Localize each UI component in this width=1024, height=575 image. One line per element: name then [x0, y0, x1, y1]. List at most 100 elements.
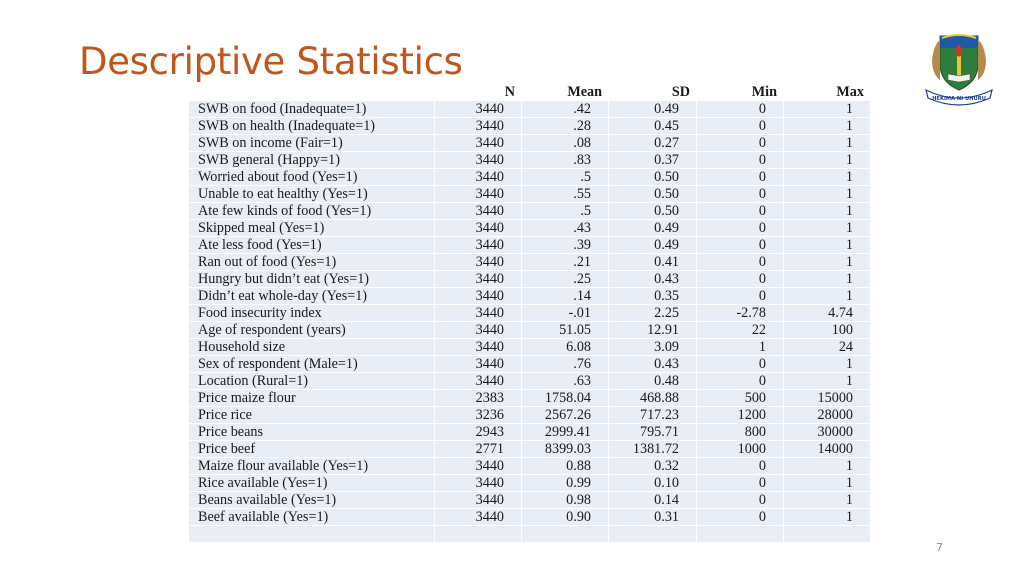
cell-sd: 0.45 [609, 118, 697, 135]
cell-sd: 0.49 [609, 101, 697, 118]
cell-min: 0 [697, 203, 784, 220]
table-header-row: N Mean SD Min Max [189, 84, 871, 101]
cell-mean: .42 [522, 101, 609, 118]
cell-mean: -.01 [522, 305, 609, 322]
cell-max: 4.74 [784, 305, 871, 322]
cell-n: 2383 [435, 390, 522, 407]
empty-cell [697, 526, 784, 543]
cell-n: 3440 [435, 271, 522, 288]
empty-cell [189, 526, 435, 543]
cell-sd: 1381.72 [609, 441, 697, 458]
row-label: Didn’t eat whole-day (Yes=1) [189, 288, 435, 305]
cell-n: 2943 [435, 424, 522, 441]
cell-sd: 0.50 [609, 203, 697, 220]
cell-sd: 0.43 [609, 271, 697, 288]
cell-mean: .5 [522, 203, 609, 220]
cell-max: 1 [784, 169, 871, 186]
cell-n: 3440 [435, 186, 522, 203]
table-row: Sex of respondent (Male=1) 3440.76 0.43 0 1 [189, 356, 871, 373]
cell-min: 0 [697, 237, 784, 254]
cell-n: 2771 [435, 441, 522, 458]
table-row: Maize flour available (Yes=1) 3440 0.88 0.3… [189, 458, 871, 475]
table-row: Ate less food (Yes=1) 3440.39 0.49 0 1 [189, 237, 871, 254]
cell-mean: .21 [522, 254, 609, 271]
table-row: Ran out of food (Yes=1) 3440.21 0.41 0 1 [189, 254, 871, 271]
row-label: Price beef [189, 441, 435, 458]
logo-motto: HEKIMA NI UHURU [932, 96, 986, 102]
cell-n: 3440 [435, 203, 522, 220]
table-row: Food insecurity index 3440 -.01 2.25 -2.78 4.… [189, 305, 871, 322]
cell-max: 1 [784, 475, 871, 492]
table-row: Price beef 2771 8399.03 1381.72 1000 14000 [189, 441, 871, 458]
cell-max: 1 [784, 492, 871, 509]
cell-mean: 0.98 [522, 492, 609, 509]
cell-sd: 0.49 [609, 237, 697, 254]
cell-min: 0 [697, 271, 784, 288]
table-row: SWB on income (Fair=1) 3440.08 0.27 0 1 [189, 135, 871, 152]
cell-mean: .28 [522, 118, 609, 135]
cell-max: 30000 [784, 424, 871, 441]
table-row: SWB on health (Inadequate=1) 3440.28 0.45 0… [189, 118, 871, 135]
cell-sd: 0.14 [609, 492, 697, 509]
table-row: Location (Rural=1) 3440.63 0.48 0 1 [189, 373, 871, 390]
table-empty-row [189, 526, 871, 543]
cell-sd: 0.49 [609, 220, 697, 237]
cell-sd: 0.41 [609, 254, 697, 271]
cell-sd: 795.71 [609, 424, 697, 441]
cell-min: 0 [697, 509, 784, 526]
cell-sd: 0.10 [609, 475, 697, 492]
row-label: Sex of respondent (Male=1) [189, 356, 435, 373]
row-label: SWB on food (Inadequate=1) [189, 101, 435, 118]
cell-mean: 2567.26 [522, 407, 609, 424]
table-row: Price beans 2943 2999.41 795.71 800 30000 [189, 424, 871, 441]
cell-min: 0 [697, 101, 784, 118]
cell-n: 3440 [435, 475, 522, 492]
row-label: Ate less food (Yes=1) [189, 237, 435, 254]
empty-cell [435, 526, 522, 543]
cell-sd: 0.37 [609, 152, 697, 169]
cell-max: 14000 [784, 441, 871, 458]
cell-mean: .25 [522, 271, 609, 288]
empty-cell [784, 526, 871, 543]
row-label: SWB general (Happy=1) [189, 152, 435, 169]
header-mean: Mean [522, 84, 609, 101]
cell-max: 1 [784, 356, 871, 373]
cell-min: 0 [697, 458, 784, 475]
cell-sd: 0.27 [609, 135, 697, 152]
row-label: Location (Rural=1) [189, 373, 435, 390]
cell-max: 1 [784, 509, 871, 526]
cell-n: 3440 [435, 305, 522, 322]
descriptive-statistics-table: N Mean SD Min Max SWB on food (Inadequat… [189, 84, 871, 543]
table-row: Household size 3440 6.08 3.09 1 24 [189, 339, 871, 356]
row-label: Price rice [189, 407, 435, 424]
cell-sd: 3.09 [609, 339, 697, 356]
cell-max: 100 [784, 322, 871, 339]
table-row: Skipped meal (Yes=1) 3440.43 0.49 0 1 [189, 220, 871, 237]
table-row: Beef available (Yes=1) 3440 0.90 0.31 0 1 [189, 509, 871, 526]
cell-min: 0 [697, 373, 784, 390]
cell-mean: .76 [522, 356, 609, 373]
table-row: Age of respondent (years) 3440 51.05 12.91 2… [189, 322, 871, 339]
cell-max: 1 [784, 101, 871, 118]
cell-n: 3440 [435, 356, 522, 373]
cell-mean: .55 [522, 186, 609, 203]
row-label: Ran out of food (Yes=1) [189, 254, 435, 271]
cell-n: 3440 [435, 373, 522, 390]
cell-sd: 717.23 [609, 407, 697, 424]
cell-n: 3440 [435, 237, 522, 254]
cell-min: 22 [697, 322, 784, 339]
cell-sd: 0.50 [609, 169, 697, 186]
cell-n: 3236 [435, 407, 522, 424]
cell-min: 0 [697, 152, 784, 169]
cell-n: 3440 [435, 118, 522, 135]
table-row: Unable to eat healthy (Yes=1) 3440.55 0.50… [189, 186, 871, 203]
empty-cell [609, 526, 697, 543]
row-label: Age of respondent (years) [189, 322, 435, 339]
cell-sd: 0.48 [609, 373, 697, 390]
cell-mean: 1758.04 [522, 390, 609, 407]
cell-n: 3440 [435, 509, 522, 526]
row-label: Maize flour available (Yes=1) [189, 458, 435, 475]
cell-max: 1 [784, 186, 871, 203]
cell-sd: 468.88 [609, 390, 697, 407]
cell-max: 1 [784, 373, 871, 390]
